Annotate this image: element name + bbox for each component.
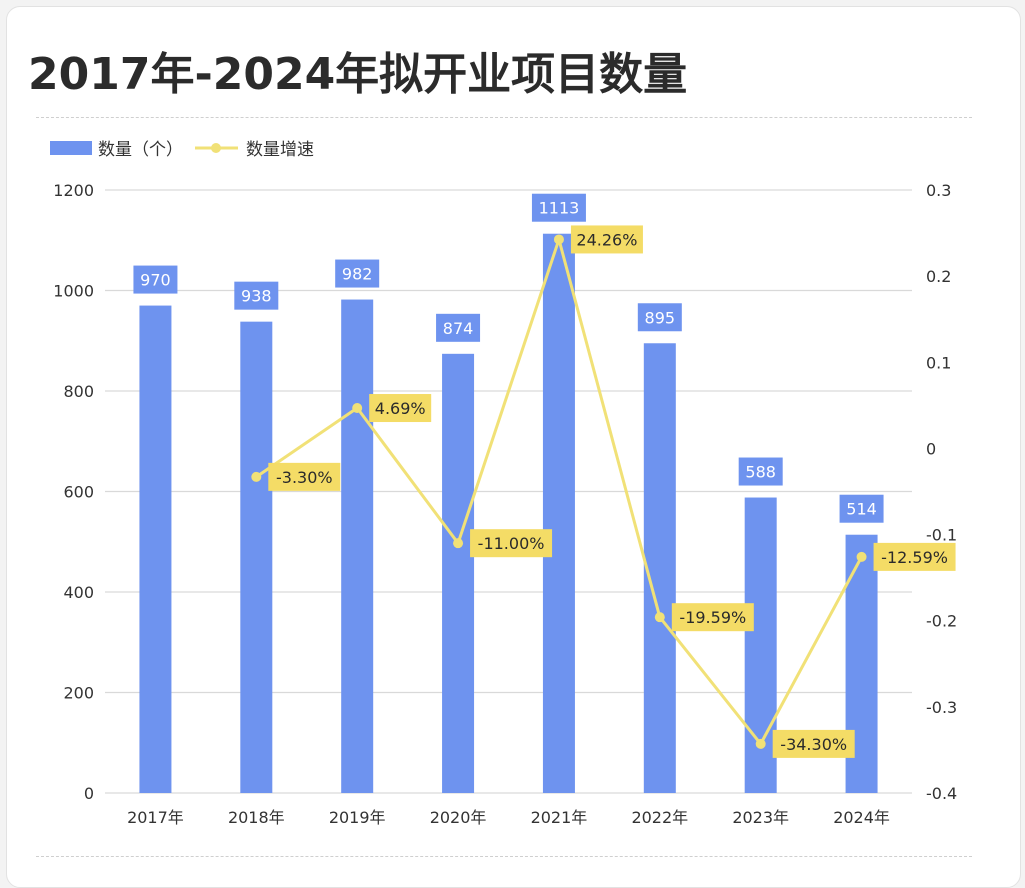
growth-label: -11.00%	[478, 534, 545, 553]
growth-label: -12.59%	[881, 548, 948, 567]
bar	[542, 233, 575, 793]
bar	[139, 305, 172, 793]
y-left-tick-label: 1000	[53, 282, 94, 301]
y-right-tick-label: -0.4	[926, 784, 957, 803]
y-left-tick-label: 800	[63, 382, 94, 401]
y-right-tick-label: -0.3	[926, 698, 957, 717]
growth-label: -19.59%	[679, 608, 746, 627]
x-tick-label: 2020年	[430, 808, 487, 827]
growth-label-bg	[470, 529, 553, 558]
bar-value-label-bg	[839, 494, 884, 523]
bar-value-label-bg	[531, 193, 586, 222]
x-tick-label: 2021年	[531, 808, 588, 827]
y-right-tick-label: -0.1	[926, 526, 957, 545]
growth-label: -34.30%	[780, 735, 847, 754]
bar-value-label-bg	[436, 313, 481, 342]
bar-value-label: 514	[846, 500, 877, 519]
bar	[643, 343, 676, 793]
bar	[341, 299, 374, 793]
bar-value-label-bg	[738, 457, 783, 486]
bottom-divider	[36, 856, 972, 857]
growth-point	[856, 551, 867, 562]
y-left-tick-label: 600	[63, 483, 94, 502]
growth-point	[251, 471, 262, 482]
growth-label: -3.30%	[276, 468, 333, 487]
x-tick-label: 2017年	[127, 808, 184, 827]
combo-chart: 0 200 400 600 800 1000 1200 -0.4 -0.3 -0.2 -0.1 0 0.…	[50, 140, 957, 827]
growth-label: 24.26%	[576, 230, 637, 249]
bar-value-label: 970	[140, 271, 171, 290]
legend-line-label: 数量增速	[246, 140, 314, 160]
growth-point	[755, 738, 766, 749]
y-right-tick-label: 0.2	[926, 267, 951, 286]
growth-point	[352, 403, 363, 414]
x-tick-label: 2022年	[631, 808, 688, 827]
bar-value-label: 982	[342, 265, 373, 284]
growth-point	[553, 234, 564, 245]
growth-label-bg	[268, 462, 341, 491]
y-left-tick-label: 200	[63, 684, 94, 703]
growth-point	[654, 612, 665, 623]
y-left-tick-label: 0	[84, 784, 94, 803]
growth-label-bg	[671, 603, 754, 632]
y-left-tick-label: 400	[63, 583, 94, 602]
legend-bar-label: 数量（个）	[98, 140, 183, 160]
title-divider	[36, 117, 972, 118]
growth-label-bg	[369, 394, 432, 423]
bar-value-label: 588	[745, 463, 776, 482]
y-right-tick-label: -0.2	[926, 612, 957, 631]
chart-title: 2017年-2024年拟开业项目数量	[28, 49, 688, 100]
bar-value-label: 938	[241, 287, 272, 306]
y-right-tick-label: 0.3	[926, 181, 951, 200]
bar-value-label: 1113	[539, 199, 580, 218]
growth-label-bg	[873, 542, 956, 571]
bar-value-label-bg	[637, 303, 682, 332]
legend-line-marker	[211, 143, 221, 153]
bar	[240, 321, 273, 793]
bar	[442, 353, 475, 793]
y-right-tick-label: 0	[926, 439, 936, 458]
bar-value-label-bg	[335, 259, 380, 288]
legend-bar-swatch	[50, 141, 92, 155]
growth-label-bg	[570, 225, 643, 254]
y-right-tick-label: 0.1	[926, 353, 951, 372]
x-tick-label: 2019年	[329, 808, 386, 827]
x-tick-label: 2018年	[228, 808, 285, 827]
x-tick-label: 2023年	[732, 808, 789, 827]
x-tick-label: 2024年	[833, 808, 890, 827]
bar-value-label-bg	[234, 281, 279, 310]
bar-value-label: 895	[645, 308, 676, 327]
y-left-tick-label: 1200	[53, 181, 94, 200]
growth-label: 4.69%	[375, 399, 426, 418]
growth-label-bg	[772, 729, 855, 758]
growth-point	[453, 538, 464, 549]
bar-value-label: 874	[443, 319, 474, 338]
bar-value-label-bg	[133, 265, 178, 294]
